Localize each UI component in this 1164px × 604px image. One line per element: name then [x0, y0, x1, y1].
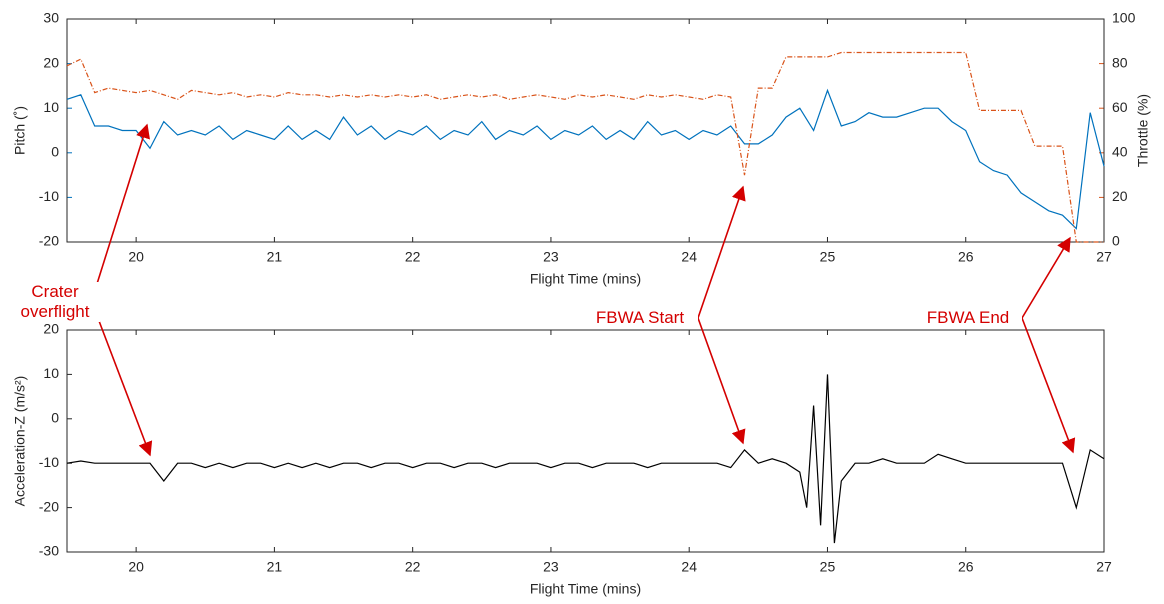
y-tick-label: 100	[1112, 10, 1136, 26]
y-tick-label: -30	[39, 543, 59, 559]
x-tick-label: 25	[820, 249, 836, 265]
plot-frame	[66, 18, 1105, 243]
plot-frame	[66, 329, 1105, 553]
y-axis-label: Acceleration-Z (m/s²)	[12, 376, 28, 507]
y-tick-label: 80	[1112, 54, 1128, 70]
y-tick-label: 0	[1112, 233, 1120, 249]
annotation: Crater overflight	[10, 282, 100, 322]
x-tick-label: 21	[267, 559, 283, 575]
y-tick-label: 20	[1112, 188, 1128, 204]
y-tick-label: 40	[1112, 144, 1128, 160]
y-tick-label: 20	[43, 54, 59, 70]
y-tick-label: 10	[43, 99, 59, 115]
plot: 20 21 22 23 24 25 26 27 Flight Time (mins) -20 -10…	[12, 10, 1151, 287]
y-tick-label: 10	[43, 365, 59, 381]
y-tick-label: 0	[51, 144, 59, 160]
x-tick-label: 23	[543, 559, 559, 575]
y-tick-label: 20	[43, 321, 59, 337]
x-tick-label: 23	[543, 249, 559, 265]
data-line	[66, 51, 1104, 243]
x-tick-label: 25	[820, 559, 836, 575]
plot: 20 21 22 23 24 25 26 27 Flight Time (mins) -30 -20…	[12, 321, 1112, 597]
y-tick-label: 30	[43, 10, 59, 26]
x-tick-label: 27	[1096, 249, 1112, 265]
y-tick-label: -10	[39, 454, 59, 470]
annotation: FBWA End	[914, 308, 1022, 328]
data-line	[66, 88, 1105, 230]
y-axis-label: Pitch (˚)	[12, 106, 28, 155]
y-tick-label: -20	[39, 498, 59, 514]
y-tick-label: -10	[39, 188, 59, 204]
x-tick-label: 21	[267, 249, 283, 265]
x-tick-label: 24	[681, 249, 697, 265]
annotation-arrows	[95, 123, 1076, 457]
y-tick-label: -20	[39, 233, 59, 249]
x-tick-label: 22	[405, 559, 421, 575]
x-tick-label: 27	[1096, 559, 1112, 575]
x-tick-label: 20	[128, 249, 144, 265]
x-tick-label: 26	[958, 249, 974, 265]
y-tick-label: 60	[1112, 99, 1128, 115]
x-tick-label: 22	[405, 249, 421, 265]
x-tick-label: 20	[128, 559, 144, 575]
x-axis-label: Flight Time (mins)	[530, 581, 641, 597]
y-tick-label: 0	[51, 410, 59, 426]
y-axis-label: Throttle (%)	[1135, 94, 1151, 167]
x-tick-label: 26	[958, 559, 974, 575]
x-tick-label: 24	[681, 559, 697, 575]
annotation: FBWA Start	[582, 308, 698, 328]
x-axis-label: Flight Time (mins)	[530, 271, 641, 287]
data-line	[66, 374, 1105, 544]
